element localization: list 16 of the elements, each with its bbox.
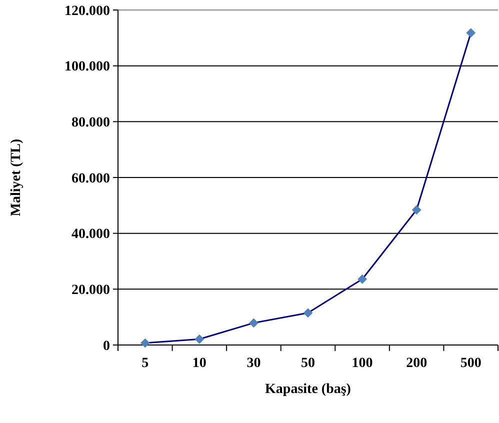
x-tick-label: 50 (301, 356, 315, 371)
x-tick-label: 100 (352, 356, 373, 371)
x-tick-label: 10 (192, 356, 206, 371)
x-tick-label: 5 (142, 356, 149, 371)
y-tick-label: 20.000 (72, 283, 110, 298)
x-axis-title: Kapasite (baş) (265, 382, 352, 397)
x-tick-label: 200 (406, 356, 428, 371)
y-axis-title: Maliyet (TL) (9, 138, 24, 216)
y-tick-label: 100.000 (64, 60, 110, 75)
y-tick-label: 120.000 (64, 4, 110, 19)
y-tick-label: 0 (103, 338, 110, 354)
y-tick-label: 80.000 (72, 116, 110, 131)
x-tick-label: 30 (246, 356, 261, 371)
y-tick-label: 40.000 (72, 227, 110, 242)
x-tick-label: 500 (460, 356, 482, 371)
y-tick-label: 60.000 (72, 171, 110, 186)
